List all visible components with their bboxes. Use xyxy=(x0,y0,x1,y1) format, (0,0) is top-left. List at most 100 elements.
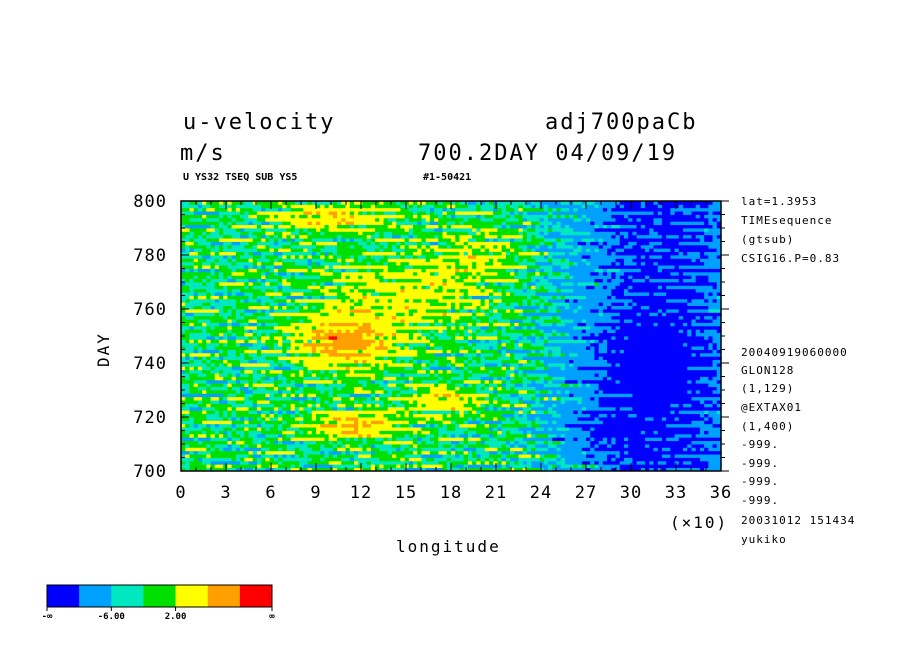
heatmap-cell xyxy=(223,460,228,465)
heatmap-cell xyxy=(657,373,663,377)
heatmap-cell xyxy=(248,342,254,347)
heatmap-cell xyxy=(518,396,524,401)
heatmap-cell xyxy=(716,403,721,408)
heatmap-cell xyxy=(294,417,300,421)
heatmap-cell xyxy=(674,447,680,452)
heatmap-cell xyxy=(278,400,283,404)
heatmap-cell xyxy=(573,383,578,388)
heatmap-cell xyxy=(311,427,317,431)
heatmap-cell xyxy=(535,376,540,381)
heatmap-cell xyxy=(615,464,621,469)
heatmap-cell xyxy=(628,342,633,347)
heatmap-cell xyxy=(252,400,258,404)
heatmap-cell xyxy=(278,447,283,452)
heatmap-cell xyxy=(282,383,287,388)
heatmap-cell xyxy=(328,427,334,431)
heatmap-cell xyxy=(269,427,275,431)
heatmap-cell xyxy=(573,457,578,462)
heatmap-cell xyxy=(244,410,249,415)
heatmap-cell xyxy=(417,437,422,442)
heatmap-cell xyxy=(286,406,292,411)
heatmap-cell xyxy=(645,396,650,401)
heatmap-cell xyxy=(370,383,376,388)
heatmap-cell xyxy=(611,373,616,377)
heatmap-cell xyxy=(602,464,608,469)
heatmap-cell xyxy=(518,339,524,344)
heatmap-cell xyxy=(370,430,376,435)
heatmap-cell xyxy=(252,349,258,354)
heatmap-cell xyxy=(615,413,621,418)
heatmap-cell xyxy=(661,406,667,411)
heatmap-cell xyxy=(602,390,608,394)
heatmap-cell xyxy=(345,417,351,421)
heatmap-cell xyxy=(341,346,346,350)
heatmap-cell xyxy=(210,417,216,421)
heatmap-cell xyxy=(586,447,591,452)
heatmap-cell xyxy=(455,356,460,361)
heatmap-cell xyxy=(404,352,410,357)
heatmap-cell xyxy=(683,349,688,354)
heatmap-cell xyxy=(362,386,368,391)
chart-title: u-velocity xyxy=(183,110,336,135)
heatmap-cell xyxy=(594,376,600,381)
heatmap-cell xyxy=(501,383,507,388)
heatmap-cell xyxy=(678,356,684,361)
heatmap-cell xyxy=(269,400,275,404)
heatmap-cell xyxy=(607,454,612,458)
heatmap-cell xyxy=(581,413,587,418)
heatmap-cell xyxy=(484,349,490,354)
heatmap-cell xyxy=(227,420,233,425)
heatmap-cell xyxy=(425,440,431,445)
heatmap-cell xyxy=(594,450,600,455)
heatmap-cell xyxy=(704,386,709,391)
heatmap-cell xyxy=(501,430,507,435)
heatmap-cell xyxy=(661,410,667,415)
heatmap-cell xyxy=(442,390,448,394)
heatmap-cell xyxy=(645,437,650,442)
heatmap-cell xyxy=(484,369,490,374)
heatmap-cell xyxy=(653,464,659,469)
heatmap-cell xyxy=(181,403,186,408)
heatmap-cell xyxy=(370,437,376,442)
heatmap-cell xyxy=(442,379,448,384)
heatmap-cell xyxy=(455,450,460,455)
heatmap-cell xyxy=(273,427,279,431)
heatmap-cell xyxy=(189,356,195,361)
heatmap-cell xyxy=(666,454,671,458)
heatmap-cell xyxy=(185,437,190,442)
heatmap-cell xyxy=(564,454,570,458)
heatmap-cell xyxy=(425,390,431,394)
heatmap-cell xyxy=(413,400,418,404)
heatmap-cell xyxy=(657,352,663,357)
heatmap-cell xyxy=(687,393,692,398)
heatmap-cell xyxy=(463,339,469,344)
heatmap-cell xyxy=(514,447,519,452)
heatmap-cell xyxy=(674,467,680,471)
heatmap-cell xyxy=(446,363,452,367)
heatmap-cell xyxy=(353,460,359,465)
heatmap-cell xyxy=(375,410,380,415)
heatmap-cell xyxy=(611,454,616,458)
heatmap-cell xyxy=(370,342,376,347)
heatmap-cell xyxy=(611,366,616,371)
heatmap-cell xyxy=(548,467,553,471)
heatmap-cell xyxy=(459,460,465,465)
heatmap-cell xyxy=(607,356,612,361)
heatmap-cell xyxy=(387,427,393,431)
heatmap-cell xyxy=(666,440,671,445)
heatmap-cell xyxy=(349,393,355,398)
heatmap-cell xyxy=(480,356,486,361)
heatmap-cell xyxy=(683,356,688,361)
heatmap-cell xyxy=(332,396,338,401)
heatmap-cell xyxy=(286,339,292,344)
heatmap-cell xyxy=(391,427,397,431)
heatmap-cell xyxy=(375,376,380,381)
heatmap-cell xyxy=(649,430,654,435)
heatmap-cell xyxy=(379,356,384,361)
heatmap-cell xyxy=(661,349,667,354)
heatmap-cell xyxy=(564,352,570,357)
heatmap-cell xyxy=(214,420,220,425)
heatmap-cell xyxy=(366,363,372,367)
heatmap-cell xyxy=(341,413,346,418)
heatmap-cell xyxy=(256,349,262,354)
